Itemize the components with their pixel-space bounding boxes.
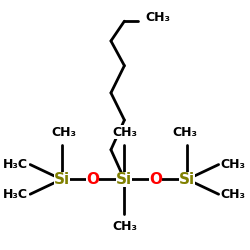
- Text: CH₃: CH₃: [221, 188, 246, 201]
- Text: Si: Si: [116, 172, 132, 187]
- Text: Si: Si: [54, 172, 70, 187]
- Text: H₃C: H₃C: [3, 188, 28, 201]
- Text: H₃C: H₃C: [3, 158, 28, 171]
- Text: CH₃: CH₃: [172, 126, 198, 138]
- Text: Si: Si: [179, 172, 195, 187]
- Text: O: O: [149, 172, 162, 187]
- Text: O: O: [86, 172, 100, 187]
- Text: CH₃: CH₃: [112, 220, 137, 233]
- Text: CH₃: CH₃: [51, 126, 76, 138]
- Text: CH₃: CH₃: [112, 126, 137, 138]
- Text: CH₃: CH₃: [221, 158, 246, 171]
- Text: CH₃: CH₃: [146, 11, 171, 24]
